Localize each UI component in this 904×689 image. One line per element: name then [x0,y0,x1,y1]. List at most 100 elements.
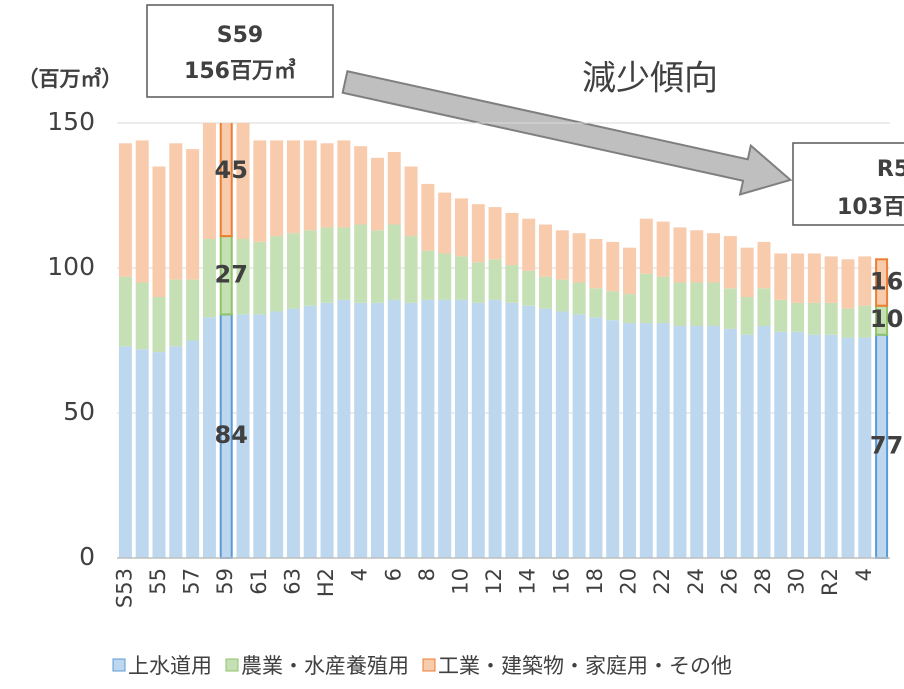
bar-segment [875,258,889,307]
x-tick-label: 4 [348,568,372,581]
bar-segment [824,302,838,335]
x-tick-label: 61 [247,568,271,595]
bar-segment [253,241,267,315]
bar-segment [303,305,317,558]
bar-segment [387,152,401,225]
bar-segment [589,239,603,289]
bar-segment [135,349,149,558]
bar-segment [791,331,805,558]
bar-segment [370,157,384,231]
x-tick-label: 26 [717,568,741,595]
bar-segment [354,146,368,225]
bar-segment [438,192,452,254]
bar-segment [118,143,132,277]
data-label: 45 [215,156,248,184]
bar-segment [723,236,737,289]
bar-segment [505,302,519,558]
x-tick-label: 20 [617,568,641,595]
bar-segment [303,230,317,306]
y-tick-label: 0 [79,542,95,571]
bar-segment [488,259,502,300]
bar-segment [539,224,553,277]
bar-segment [707,326,721,558]
bar-segment [824,334,838,558]
bar-segment [606,241,620,292]
bar-segment [152,297,166,353]
bar-segment [774,299,788,332]
bar-segment [791,302,805,332]
bar-segment [522,305,536,558]
bar-segment [841,337,855,558]
x-tick-label: 30 [785,568,809,595]
bar-segment [589,317,603,558]
bar-segment [791,253,805,303]
bar-segment [690,282,704,326]
data-label: 16 [870,268,903,296]
bar-segment [774,331,788,558]
bar-segment [202,317,216,558]
x-tick-label: R2 [818,568,842,596]
bar-segment [169,279,183,347]
bar-segment [505,212,519,266]
bar-segment [253,314,267,558]
x-tick-label: 6 [381,568,405,581]
x-tick-label: 10 [448,568,472,595]
bar-segment [807,253,821,303]
bar-segment [186,340,200,558]
x-tick-label: 28 [751,568,775,595]
bar-segment [421,183,435,251]
bar-segment [404,236,418,303]
x-tick-label: 22 [650,568,674,595]
bar-segment [656,221,670,277]
bar-segment [454,256,468,300]
data-label: 77 [870,431,903,459]
bar-segment [606,320,620,558]
data-label: 84 [215,421,248,449]
x-tick-label: 55 [146,568,170,595]
bar-segment [354,302,368,558]
bar-segment [858,305,872,338]
bar-segment [841,259,855,309]
bar-segment [807,334,821,558]
x-tick-label: 24 [684,568,708,595]
bar-segment [438,253,452,300]
bar-segment [656,323,670,558]
bar-segment [320,302,334,558]
bar-segment [774,253,788,300]
bar-segment [757,288,771,326]
callout-box [146,4,334,98]
x-tick-label: 18 [583,568,607,595]
bar-segment [169,143,183,280]
x-tick-label: S53 [112,568,136,608]
bar-segment [539,276,553,309]
bar-segment [135,140,149,283]
bar-segment [421,299,435,558]
bar-segment [236,239,250,315]
y-axis-label: （百万㎥） [18,67,123,91]
bar-segment [488,207,502,260]
bar-segment [673,326,687,558]
bar-segment [186,149,200,280]
bar-segment [337,227,351,300]
bar-segment [522,270,536,306]
bar-segment [253,140,267,242]
x-tick-label: 57 [180,568,204,595]
bar-segment [690,230,704,283]
bar-segment [807,302,821,335]
bar-segment [303,140,317,231]
bar-segment [555,311,569,558]
bar-segment [454,198,468,257]
bar-segment [824,256,838,303]
bar-segment [270,236,284,312]
callout-box [792,142,904,226]
bar-segment [270,311,284,558]
x-tick-label: 8 [415,568,439,581]
bar-segment [152,352,166,558]
legend-label: 上水道用 [128,654,212,678]
bar-segment [572,282,586,315]
bar-segment [454,299,468,558]
data-label: 10 [870,305,903,333]
x-tick-label: 4 [852,568,876,581]
bar-segment [555,230,569,280]
